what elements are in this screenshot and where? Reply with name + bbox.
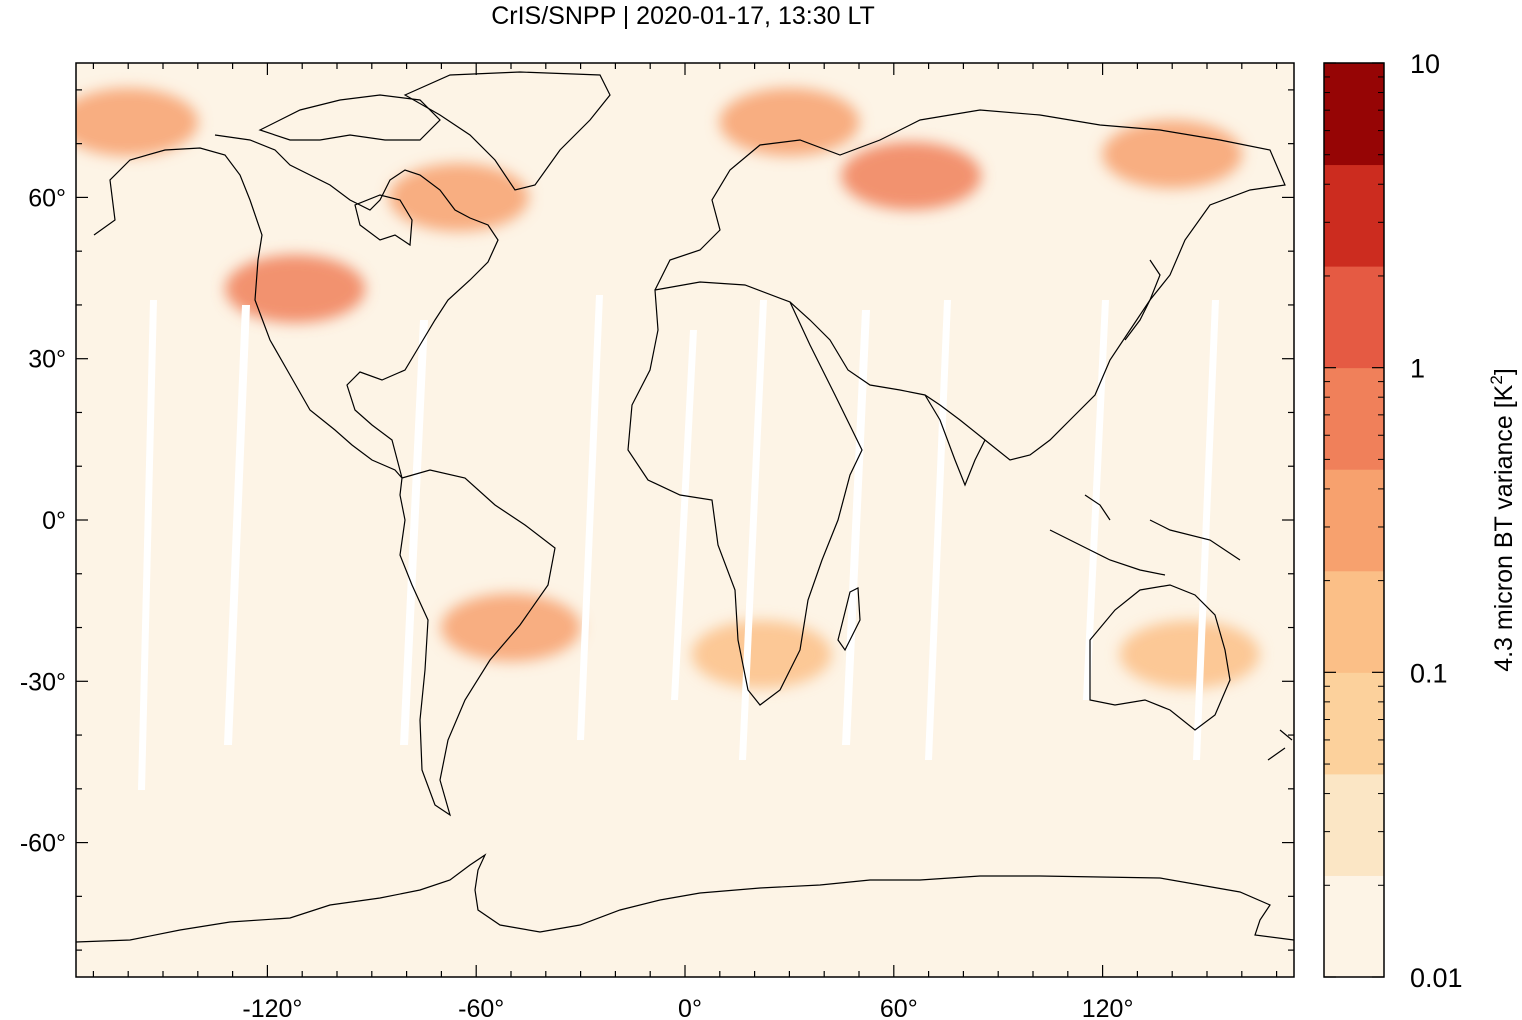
colorbar-segment: [1324, 570, 1384, 673]
orbit-gap: [400, 320, 428, 745]
hotspot: [76, 88, 199, 157]
hotspot: [441, 593, 581, 662]
hotspot: [691, 620, 832, 689]
coastline-north-america: [93, 134, 499, 479]
coastline-south-america: [399, 469, 556, 817]
x-tick-label: 60°: [880, 995, 918, 1020]
axis-labels: -120° -60° 0° 60° 120° 60° 30° 0° -30° -60°: [20, 184, 1134, 1020]
coastline-madagascar: [837, 587, 861, 652]
coastline-africa: [627, 281, 863, 706]
orbit-gap: [1083, 300, 1109, 700]
coastline-india: [924, 394, 986, 487]
colorbar-segment: [1324, 875, 1384, 978]
y-tick-label: 60°: [28, 184, 66, 212]
orbit-gap: [138, 300, 157, 790]
colorbar-segment: [1324, 266, 1384, 369]
colorbar-tick-label: 1: [1410, 354, 1425, 384]
colorbar-segment: [1324, 164, 1384, 267]
hotspot: [719, 88, 860, 157]
colorbar-segment: [1324, 469, 1384, 572]
x-tick-label: -60°: [458, 995, 504, 1020]
colorbar-segment: [1324, 63, 1384, 166]
coastlines: [76, 71, 1294, 943]
y-tick-label: 0°: [42, 507, 66, 535]
y-tick-label: -60°: [20, 830, 66, 858]
coastline-indonesia: [1049, 494, 1241, 576]
colorbar-tick-label: 10: [1410, 49, 1440, 79]
colorbar-frame: [1323, 62, 1385, 978]
coastline-hudson-bay: [354, 194, 413, 247]
hotspot-layer: [76, 88, 1260, 689]
hotspot: [1119, 620, 1260, 689]
colorbar-tick-label: 0.1: [1410, 658, 1448, 688]
orbit-gap: [1193, 300, 1219, 760]
colorbar: 10 1 0.1 0.01 4.3 micron BT variance [K2]: [1323, 49, 1518, 993]
orbit-gap: [842, 310, 870, 745]
orbit-gaps: [138, 295, 1219, 790]
coastline-greenland: [403, 71, 611, 191]
hotspot: [841, 141, 982, 210]
axis-ticks: [76, 63, 1294, 977]
coastline-australia: [1089, 584, 1231, 731]
orbit-gap: [925, 300, 951, 760]
hotspot: [388, 163, 529, 232]
orbit-gap: [739, 300, 767, 760]
y-tick-label: 30°: [28, 346, 66, 374]
y-tick-label: -30°: [20, 668, 66, 696]
colorbar-segment: [1324, 367, 1384, 470]
coastline-new-zealand: [1267, 729, 1293, 761]
colorbar-segment: [1324, 672, 1384, 775]
coastline-arctic-islands: [258, 94, 441, 141]
orbit-gap: [224, 305, 250, 745]
x-tick-label: -120°: [242, 995, 302, 1020]
coastline-antarctica: [76, 853, 1294, 943]
hotspot: [225, 254, 366, 323]
orbit-gap: [671, 330, 697, 700]
colorbar-title: 4.3 micron BT variance [K2]: [1487, 368, 1518, 672]
hotspot: [1102, 120, 1243, 189]
variance-field: [76, 71, 1294, 943]
colorbar-tick-label: 0.01: [1410, 963, 1463, 993]
x-tick-label: 120°: [1082, 995, 1134, 1020]
colorbar-segment: [1324, 773, 1384, 876]
map-title: CrIS/SNPP | 2020-01-17, 13:30 LT: [491, 2, 875, 30]
coastline-japan: [1124, 259, 1161, 341]
x-tick-label: 0°: [678, 995, 702, 1020]
coastline-europe-asia: [654, 109, 1286, 461]
orbit-gap: [577, 295, 603, 740]
